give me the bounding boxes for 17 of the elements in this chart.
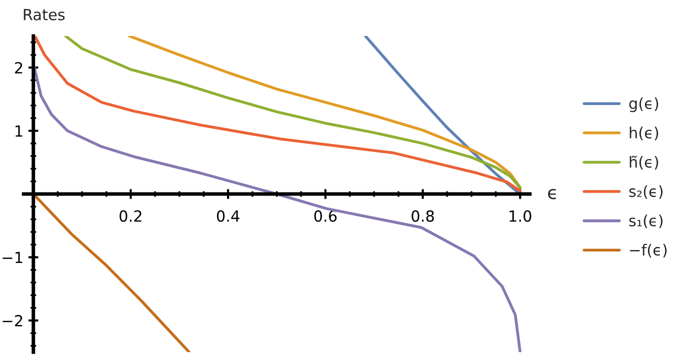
x-tick-label: 0.8 [412,210,434,222]
legend-label: −f(ϵ) [630,244,667,258]
y-tick-label: −1 [2,252,22,264]
x-tick-label: 0.6 [314,210,337,222]
legend-label: h(ϵ) [630,126,658,140]
x-axis-title: ϵ [548,188,556,200]
x-tick-label: 0.4 [216,210,240,222]
legend-label: h̃(ϵ) [630,156,658,170]
legend-label: s₂(ϵ) [629,185,663,199]
x-tick-label: 1.0 [510,210,532,222]
y-tick-label: 1 [16,125,22,137]
legend-label: s₁(ϵ) [629,214,663,228]
x-tick-label: 0.2 [120,210,142,222]
y-tick-label: −2 [2,314,22,326]
y-axis-title: Rates [24,8,65,20]
y-tick-label: 2 [15,62,22,74]
legend-label: g(ϵ) [629,97,658,112]
